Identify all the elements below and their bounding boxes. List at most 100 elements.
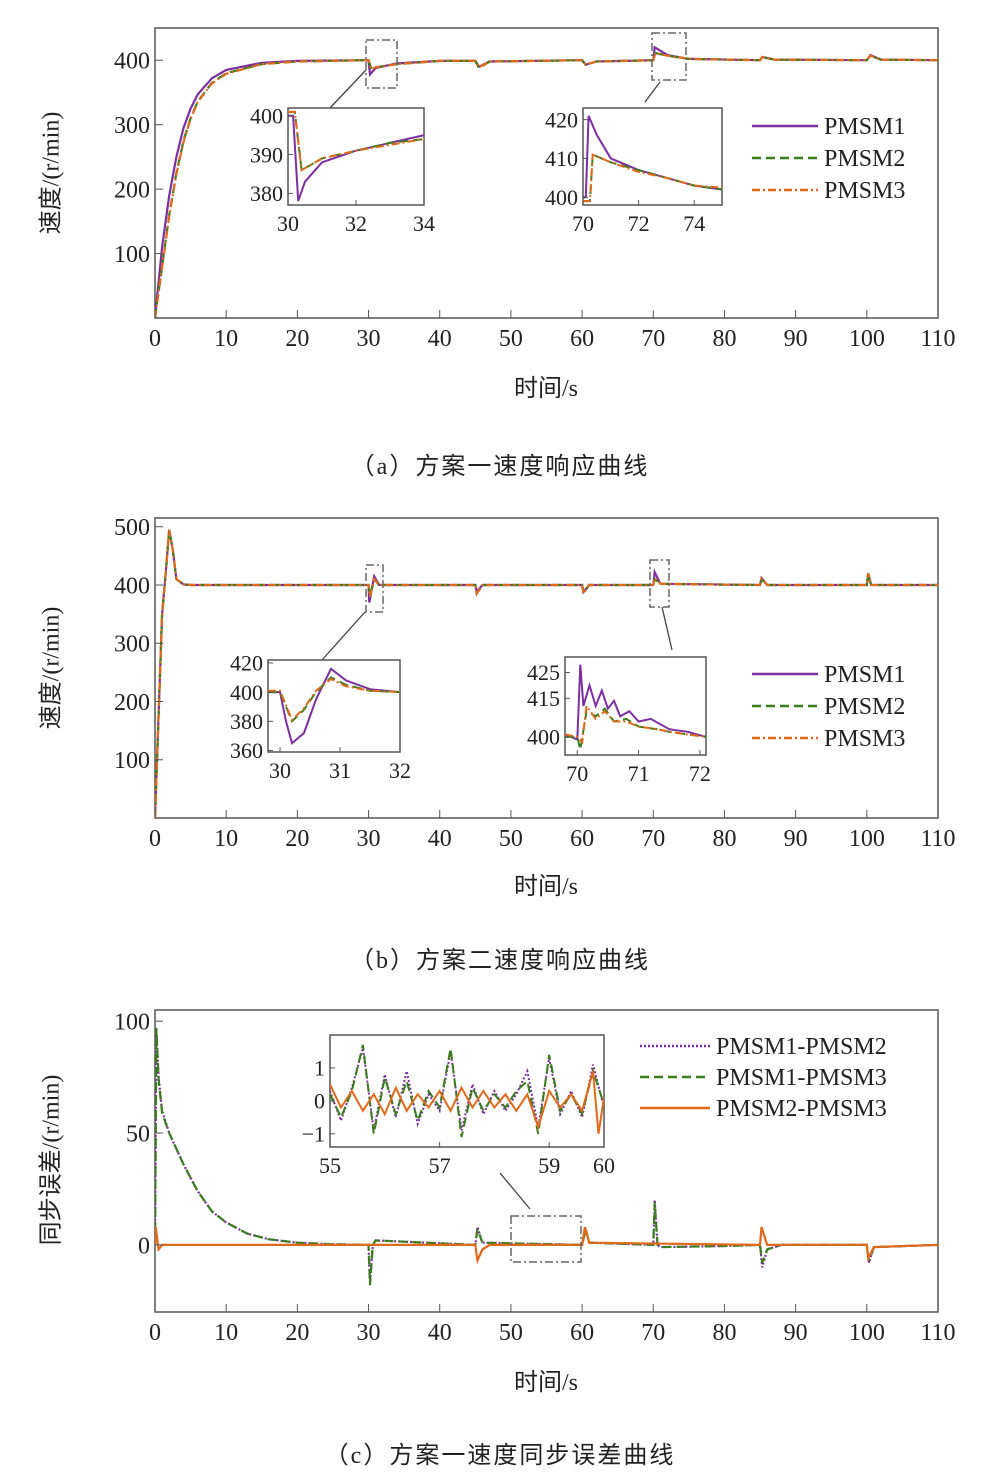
panel-c-inset-1-ytick-label: 0 [314,1089,325,1114]
panel-c-xtick-label: 0 [149,1320,161,1346]
panel-c-xtick-label: 20 [285,1320,309,1346]
panel-b-ytick-label: 500 [114,515,150,541]
panel-c-zoom-connector [499,1172,531,1210]
panel-a-inset-1-xtick-label: 32 [345,211,367,236]
panel-c-inset-1-ytick-label: −1 [302,1122,325,1147]
panel-c-legend-label: PMSM1-PMSM2 [716,1034,887,1060]
panel-c-series-pmsm1-pmsm3 [155,1027,938,1286]
xlabel-a: 时间/s [513,376,579,402]
panel-a-inset-1-frame [287,107,425,206]
panel-b-zoom-connector [321,611,366,661]
panel-b-ytick-label: 200 [114,690,150,716]
panel-a-zoom-box [365,39,398,89]
panel-c-ytick-label: 100 [114,1010,150,1036]
panel-a-zoom-box [651,32,687,81]
panel-b-inset-1-xtick-label: 31 [329,758,351,783]
panel-a-frame [154,27,939,319]
ylabel-b: 速度/(r/min) [38,606,65,730]
panel-b-zoom-connector [661,606,673,651]
panel-c-legend-label: PMSM2-PMSM3 [716,1096,887,1122]
panel-c-inset-1-frame [329,1034,605,1148]
panel-a-inset-2-xtick-label: 70 [572,211,594,236]
panel-b-xtick-label: 90 [784,826,808,852]
caption-a: （a）方案一速度响应曲线 [350,454,650,480]
panel-a-inset-2-series-pmsm3 [583,153,722,203]
panel-b-ytick-label: 300 [114,632,150,658]
panel-a-zoom-connector [644,81,661,103]
panel-b-inset-2-ytick-label: 400 [527,725,560,750]
panel-a-xtick-label: 70 [641,326,665,352]
panel-b-inset-2-frame [564,656,707,756]
panel-a-inset-2-ytick-label: 410 [545,146,578,171]
panel-a-ytick-label: 400 [114,49,150,75]
panel-c-xtick-label: 110 [920,1320,955,1346]
panel-a-inset-1-xtick-label: 34 [413,211,435,236]
panel-a-ytick-label: 100 [114,242,150,268]
panel-a-xtick-label: 50 [499,326,523,352]
panel-b-inset-1-ytick-label: 400 [230,680,263,705]
panel-a-xtick-label: 30 [357,326,381,352]
panel-a-inset-1-series-pmsm1 [288,114,424,202]
panel-b-inset-2-series-pmsm3 [565,703,706,745]
panel-c-xtick-label: 100 [849,1320,885,1346]
panel-a-legend-label: PMSM1 [824,114,905,140]
panel-c-inset-1-series-pmsm1-pmsm3 [330,1044,604,1138]
xlabel-b: 时间/s [513,874,579,900]
panel-a-zoom-connector [329,69,367,109]
panel-c-xtick-label: 90 [784,1320,808,1346]
panel-b-xtick-label: 10 [214,826,238,852]
panel-b-inset-2-xtick-label: 70 [566,761,588,786]
panel-b-inset-2-ytick-label: 415 [527,686,560,711]
panel-a-xtick-label: 110 [920,326,955,352]
panel-b-legend-label: PMSM1 [824,662,905,688]
panel-c-xtick-label: 60 [570,1320,594,1346]
panel-b-xtick-label: 20 [285,826,309,852]
panel-c-zoom-box [510,1215,582,1263]
panel-b-series-pmsm3 [155,529,938,818]
panel-b-inset-2-ytick-label: 425 [527,660,560,685]
panel-c-xtick-label: 70 [641,1320,665,1346]
panel-c-xtick-label: 80 [712,1320,736,1346]
panel-b-xtick-label: 30 [357,826,381,852]
panel-b-xtick-label: 110 [920,826,955,852]
panel-b-inset-1-ytick-label: 360 [230,738,263,763]
panel-a-xtick-label: 90 [784,326,808,352]
ylabel-a: 速度/(r/min) [38,111,65,235]
panel-c-inset-1-xtick-label: 60 [593,1153,615,1178]
panel-a-series-pmsm3 [155,51,938,318]
panel-a-inset-2-xtick-label: 74 [683,211,705,236]
panel-b-xtick-label: 70 [641,826,665,852]
panel-b-legend-label: PMSM2 [824,694,905,720]
panel-a-xtick-label: 80 [712,326,736,352]
panel-a-inset-1-ytick-label: 390 [250,142,283,167]
panel-b-xtick-label: 40 [428,826,452,852]
panel-c-legend-label: PMSM1-PMSM3 [716,1065,887,1091]
panel-b-inset-1-xtick-label: 32 [389,758,411,783]
panel-c-xtick-label: 50 [499,1320,523,1346]
panel-c-xtick-label: 40 [428,1320,452,1346]
panel-c-xtick-label: 30 [357,1320,381,1346]
panel-a-inset-2-ytick-label: 400 [545,185,578,210]
ylabel-c: 同步误差/(r/min) [38,1074,65,1246]
panel-c-series-pmsm2-pmsm3 [155,1226,938,1265]
panel-b-inset-2-xtick-label: 72 [689,761,711,786]
panel-a-ytick-label: 200 [114,178,150,204]
panel-a-legend-label: PMSM3 [824,178,905,204]
panel-b-zoom-box [649,559,670,608]
panel-b-inset-1-series-pmsm1 [268,667,400,745]
panel-a-inset-1-xtick-label: 30 [277,211,299,236]
panel-a-xtick-label: 60 [570,326,594,352]
panel-a-inset-2-xtick-label: 72 [628,211,650,236]
panel-a-inset-1-ytick-label: 400 [250,103,283,128]
panel-a-xtick-label: 40 [428,326,452,352]
panel-c-inset-1-ytick-label: 1 [314,1056,325,1081]
panel-a-inset-2-ytick-label: 420 [545,107,578,132]
panel-a-inset-2-frame [582,107,723,206]
panel-b-xtick-label: 80 [712,826,736,852]
panel-c-inset-1-xtick-label: 55 [319,1153,341,1178]
panel-a-xtick-label: 10 [214,326,238,352]
panel-c-ytick-label: 0 [138,1233,150,1259]
panel-c-xtick-label: 10 [214,1320,238,1346]
panel-a-inset-1-series-pmsm3 [288,110,424,172]
panel-c-inset-1-xtick-label: 59 [538,1153,560,1178]
